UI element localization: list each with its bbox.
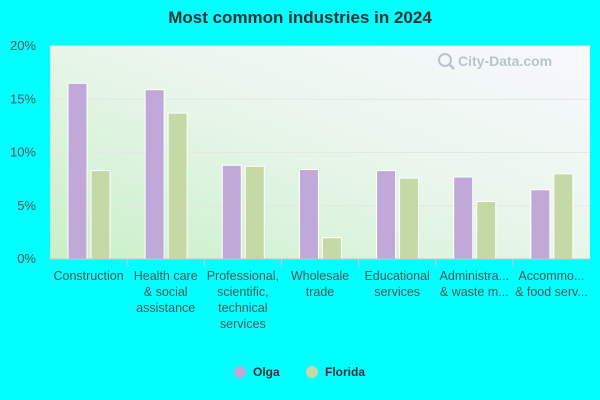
category-label: Administra... [440,269,509,283]
category-label: Wholesale [291,269,349,283]
bar-olga [221,164,242,260]
watermark-text: City-Data.com [458,53,552,69]
category-label: Construction [53,269,123,283]
category-label: services [374,285,420,299]
category-label: services [220,317,266,331]
category-label: technical [218,301,267,315]
legend-swatch [306,366,318,378]
magnifier-handle [448,63,455,70]
bar-florida [553,173,574,260]
bar-florida [90,170,111,260]
bar-florida [321,237,342,260]
y-tick-label: 0% [17,251,36,266]
bar-florida [244,165,265,260]
category-label: assistance [136,301,195,315]
category-label: Health care [134,269,198,283]
bar-florida [399,177,420,260]
legend-label: Olga [253,365,280,379]
category-label: Accommo... [518,269,584,283]
category-label: & social [144,285,188,299]
bar-olga [530,189,551,260]
legend-item-olga: Olga [234,365,280,379]
bar-florida [167,112,188,260]
y-tick-label: 20% [10,38,36,53]
category-label: trade [306,285,335,299]
category-label: & waste m... [440,285,509,299]
legend-item-florida: Florida [306,365,365,379]
bar-olga [453,176,474,260]
y-tick-label: 15% [10,91,36,106]
bar-olga [298,169,319,260]
category-label: Professional, [207,269,279,283]
y-tick-label: 10% [10,145,36,160]
watermark: City-Data.com [438,53,552,70]
chart-title: Most common industries in 2024 [168,8,432,27]
bar-olga [67,82,88,260]
legend-swatch [234,366,246,378]
bar-olga [144,89,165,260]
legend-label: Florida [325,365,365,379]
category-label: scientific, [217,285,268,299]
bar-florida [476,200,497,260]
magnifier-chart-icon [438,53,455,70]
magnifier-lens [438,53,452,67]
category-label: & food serv... [515,285,588,299]
bar-olga [376,170,397,260]
y-tick-label: 5% [17,198,36,213]
category-label: Educational [364,269,429,283]
